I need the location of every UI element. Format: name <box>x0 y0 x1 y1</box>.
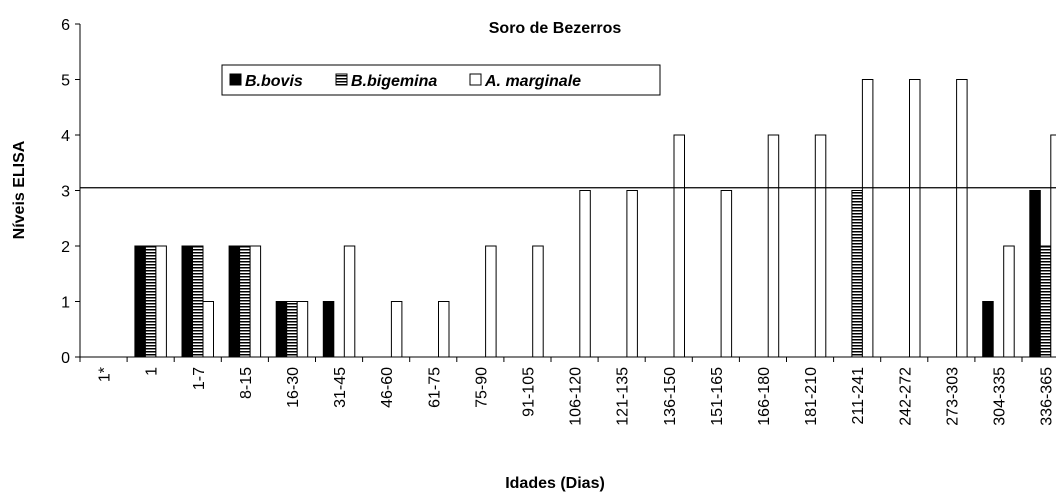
x-tick-label: 336-365 <box>1039 367 1056 426</box>
x-tick-label: 181-210 <box>803 367 820 426</box>
bar <box>851 190 863 358</box>
bar <box>286 301 298 358</box>
bar <box>767 134 780 358</box>
y-tick-label: 4 <box>61 128 70 145</box>
x-tick-label: 273-303 <box>944 367 961 426</box>
x-tick-label: 8-15 <box>238 367 255 399</box>
bar <box>1029 190 1041 358</box>
x-tick-label: 1* <box>97 367 114 382</box>
bar <box>814 134 827 358</box>
legend-swatch <box>229 73 242 86</box>
x-tick-label: 91-105 <box>520 367 537 417</box>
x-tick-label: 16-30 <box>285 367 302 408</box>
legend-box <box>221 64 661 96</box>
bar <box>626 190 638 358</box>
bar <box>1050 134 1056 358</box>
x-tick-label: 211-241 <box>850 367 867 425</box>
y-tick-label: 0 <box>61 350 70 367</box>
bar <box>144 245 157 358</box>
y-tick-label: 6 <box>61 17 70 34</box>
bar <box>532 245 544 358</box>
x-tick-label: 136-150 <box>662 367 679 426</box>
bar <box>322 301 335 358</box>
x-tick-label: 166-180 <box>756 367 773 426</box>
bar <box>134 245 146 358</box>
bar <box>579 190 591 358</box>
bar <box>390 301 403 358</box>
legend-swatch <box>469 73 482 86</box>
bar <box>239 245 251 358</box>
bar <box>155 245 167 358</box>
bar <box>181 245 193 358</box>
legend-label: B.bovis <box>245 73 303 90</box>
bar <box>673 134 685 358</box>
x-tick-label: 106-120 <box>568 367 585 426</box>
x-tick-label: 304-335 <box>991 367 1008 426</box>
bar <box>249 245 262 358</box>
y-tick-label: 5 <box>61 73 70 90</box>
bar <box>1003 245 1015 358</box>
x-tick-label: 1-7 <box>191 367 208 390</box>
x-tick-label: 46-60 <box>379 367 396 408</box>
bar <box>343 245 356 358</box>
bar <box>861 79 874 358</box>
bar <box>202 301 214 358</box>
y-axis-title: Níveis ELISA <box>11 140 28 239</box>
bar <box>296 301 309 358</box>
legend-swatch <box>335 73 348 86</box>
x-tick-label: 31-45 <box>332 367 349 408</box>
legend: B.bovis B.bigemina A. marginale <box>221 64 661 96</box>
bar <box>485 245 497 358</box>
bar <box>1039 245 1052 358</box>
bar <box>275 301 288 358</box>
y-tick-label: 2 <box>61 239 70 256</box>
x-axis-title: Idades (Dias) <box>505 475 605 492</box>
chart-title: Soro de Bezerros <box>489 20 622 37</box>
bar <box>982 301 994 358</box>
x-tick-label: 151-165 <box>709 367 726 426</box>
x-tick-label: 61-75 <box>426 367 443 408</box>
x-tick-label: 75-90 <box>473 367 490 408</box>
y-tick-label: 3 <box>61 184 70 201</box>
x-tick-label: 121-135 <box>615 367 632 426</box>
bar <box>228 245 241 358</box>
bar <box>438 301 450 358</box>
bar <box>720 190 733 358</box>
legend-label: B.bigemina <box>351 73 437 90</box>
x-tick-label: 242-272 <box>897 367 914 426</box>
legend-label: A. marginale <box>484 73 581 90</box>
bar <box>192 245 204 358</box>
y-tick-label: 1 <box>61 295 70 312</box>
x-tick-label: 1 <box>144 367 161 376</box>
bar <box>909 79 921 358</box>
bar <box>956 79 968 358</box>
